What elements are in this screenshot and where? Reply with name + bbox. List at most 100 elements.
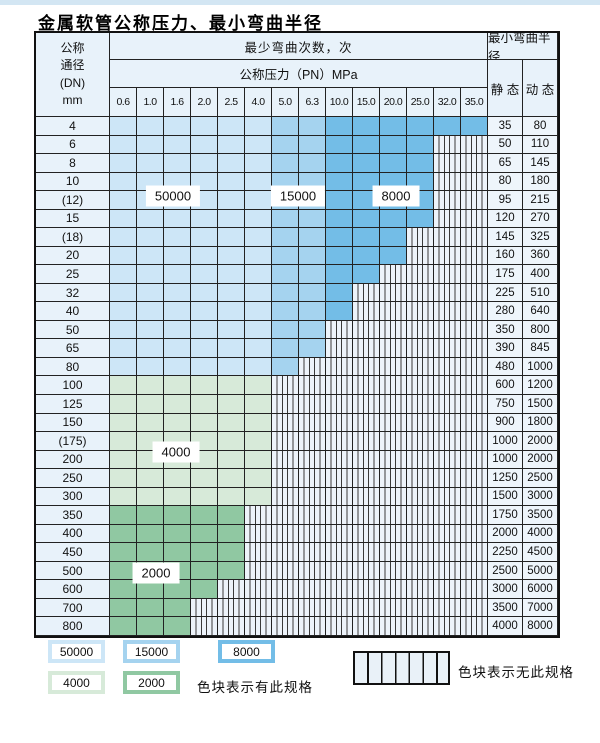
spec-cell [245, 487, 272, 507]
legend-swatch: 4000 [48, 671, 105, 694]
spec-cell [110, 265, 137, 284]
spec-cell [380, 246, 407, 266]
spec-cell [218, 469, 245, 488]
spec-cell [110, 172, 137, 192]
spec-cell [164, 135, 191, 155]
spec-cell [326, 117, 353, 136]
no-spec-cell [380, 265, 407, 284]
no-spec-cell [434, 154, 461, 173]
no-spec-cell [245, 598, 272, 618]
no-spec-cell [461, 413, 488, 433]
spec-cell [164, 320, 191, 340]
spec-cell [299, 339, 326, 358]
static-value-cell: 95 [488, 191, 523, 210]
dynamic-value-cell: 4000 [523, 524, 558, 544]
spec-cell [326, 246, 353, 266]
dn-cell: 350 [36, 506, 110, 525]
pressure-radius-table: 公称 通径 (DN) mm 最少弯曲次数，次 公称压力（PN）MPa 0.6 1.… [34, 31, 560, 638]
no-spec-cell [326, 598, 353, 618]
spec-cell [380, 154, 407, 173]
static-value-cell: 65 [488, 154, 523, 173]
no-spec-cell [461, 283, 488, 303]
no-spec-cell [326, 561, 353, 581]
no-spec-cell [461, 450, 488, 470]
spec-cell [110, 394, 137, 414]
no-spec-cell [299, 543, 326, 562]
legend-swatch: 15000 [123, 640, 180, 663]
no-spec-cell [434, 487, 461, 507]
no-spec-cell [353, 376, 380, 395]
spec-cell [164, 524, 191, 544]
spec-cell [137, 357, 164, 377]
dynamic-value-cell: 4500 [523, 543, 558, 562]
no-spec-cell [461, 432, 488, 451]
pressure-col-header: 2.5 [218, 88, 245, 117]
pressure-col-header: 35.0 [461, 88, 488, 117]
no-spec-cell [353, 302, 380, 321]
no-spec-cell [380, 487, 407, 507]
no-spec-cell [299, 376, 326, 395]
table-row: 15 120 270 [36, 209, 558, 229]
no-spec-cell [326, 487, 353, 507]
no-spec-cell [461, 320, 488, 340]
spec-cell [164, 376, 191, 395]
no-spec-cell [434, 580, 461, 599]
no-spec-cell [461, 246, 488, 266]
spec-cell [137, 469, 164, 488]
spec-cell [326, 191, 353, 210]
spec-cell [137, 506, 164, 525]
dynamic-value-cell: 510 [523, 283, 558, 303]
spec-cell [191, 524, 218, 544]
spec-cell [191, 413, 218, 433]
spec-cell [110, 209, 137, 229]
no-spec-cell [272, 450, 299, 470]
spec-cell [218, 228, 245, 247]
spec-cell [272, 320, 299, 340]
no-spec-cell [461, 506, 488, 525]
spec-cell [245, 283, 272, 303]
dn-column-header: 公称 通径 (DN) mm [36, 33, 110, 117]
table-header: 公称 通径 (DN) mm 最少弯曲次数，次 公称压力（PN）MPa 0.6 1.… [36, 33, 558, 117]
no-spec-cell [407, 357, 434, 377]
spec-cell [245, 357, 272, 377]
no-spec-cell [407, 617, 434, 636]
dynamic-value-cell: 6000 [523, 580, 558, 599]
spec-cell [191, 135, 218, 155]
dn-cell: 32 [36, 283, 110, 303]
spec-cell [164, 413, 191, 433]
table-row: 700 3500 7000 [36, 598, 558, 618]
no-spec-cell [326, 357, 353, 377]
legend-swatch: 2000 [123, 671, 180, 694]
dynamic-value-cell: 1800 [523, 413, 558, 433]
no-spec-cell [272, 469, 299, 488]
no-spec-cell [272, 506, 299, 525]
spec-cell [137, 413, 164, 433]
no-spec-cell [353, 506, 380, 525]
dn-cell: 8 [36, 154, 110, 173]
spec-cell [137, 320, 164, 340]
spec-cell [191, 394, 218, 414]
spec-cell [299, 154, 326, 173]
spec-cell [110, 117, 137, 136]
spec-cell [218, 339, 245, 358]
spec-cell [218, 172, 245, 192]
spec-cell [218, 246, 245, 266]
no-spec-cell [461, 394, 488, 414]
no-spec-cell [461, 228, 488, 247]
table-row: 125 750 1500 [36, 394, 558, 414]
no-spec-cell [407, 394, 434, 414]
spec-cell [110, 320, 137, 340]
no-spec-cell [434, 228, 461, 247]
no-spec-cell [353, 598, 380, 618]
spec-cell [245, 172, 272, 192]
no-spec-cell [434, 246, 461, 266]
legend-has-spec-text: 色块表示有此规格 [197, 680, 313, 695]
no-spec-cell [380, 413, 407, 433]
table-row: 20 160 360 [36, 246, 558, 266]
dn-cell: (18) [36, 228, 110, 247]
dn-cell: 150 [36, 413, 110, 433]
dynamic-value-cell: 2000 [523, 432, 558, 451]
dn-cell: 600 [36, 580, 110, 599]
dynamic-value-cell: 640 [523, 302, 558, 321]
spec-cell [137, 228, 164, 247]
